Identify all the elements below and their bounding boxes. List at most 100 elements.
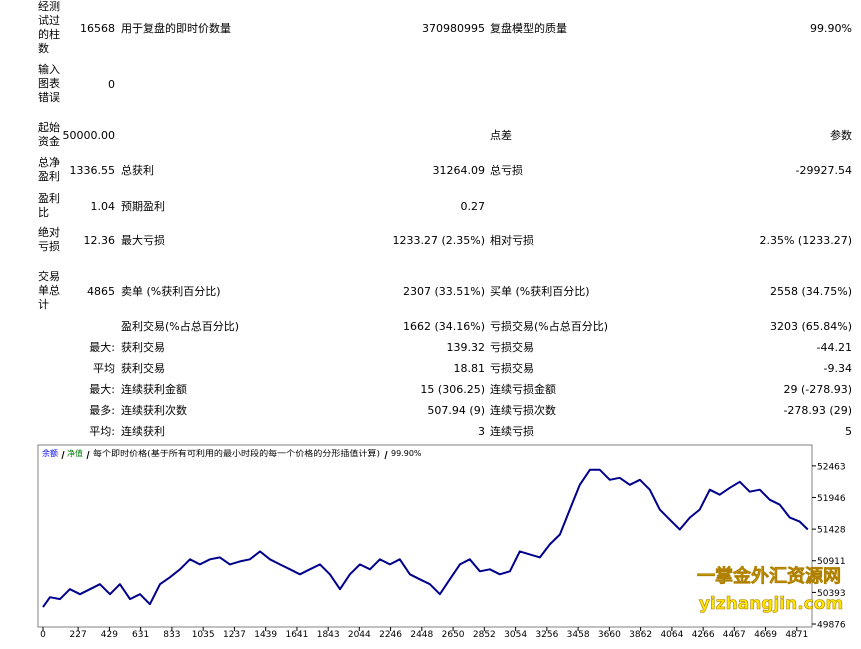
- field-value: 2307 (33.51%): [402, 284, 485, 298]
- field-label: 亏损交易: [490, 362, 534, 375]
- x-tick-label: 4467: [723, 630, 746, 640]
- chart-frame: [37, 444, 813, 628]
- x-tick-label: 1237: [223, 630, 246, 640]
- x-tick-label: 2650: [442, 630, 465, 640]
- legend-item: 余额: [42, 448, 58, 458]
- field-label: 连续亏损: [490, 425, 534, 438]
- field-value: 2.35% (1233.27): [759, 233, 852, 247]
- field-value: -29927.54: [795, 163, 852, 177]
- y-tick-label: 50911: [817, 557, 846, 567]
- field-label: 盈利交易(%占总百分比): [121, 320, 240, 333]
- field-value: 2558 (34.75%): [769, 284, 852, 298]
- x-tick-label: 429: [101, 630, 118, 640]
- field-value: 1233.27 (2.35%): [392, 233, 485, 247]
- x-tick-label: 227: [70, 630, 87, 640]
- separator: [61, 450, 65, 460]
- y-tick-label: 50393: [817, 589, 846, 599]
- x-tick-label: 1035: [192, 630, 215, 640]
- row-label: 交易单总计: [38, 270, 60, 311]
- field-label: 连续获利次数: [121, 404, 187, 417]
- x-tick-label: 2246: [379, 630, 402, 640]
- field-value: 99.90%: [810, 21, 852, 35]
- x-tick-label: 2044: [348, 630, 371, 640]
- y-tick-label: 51428: [817, 526, 846, 536]
- row-value: 最多:: [89, 404, 115, 417]
- field-value: -9.34: [823, 361, 852, 375]
- field-value: 3: [478, 424, 485, 438]
- field-label: 连续亏损金额: [490, 383, 556, 396]
- field-label: 获利交易: [121, 341, 165, 354]
- x-tick-label: 1439: [254, 630, 277, 640]
- field-value: 15 (306.25): [420, 382, 485, 396]
- row-value: 1336.55: [69, 163, 116, 177]
- x-tick-label: 4064: [660, 630, 683, 640]
- field-value: 507.94 (9): [427, 403, 485, 417]
- field-label: 连续获利: [121, 425, 165, 438]
- field-label: 复盘模型的质量: [490, 22, 567, 35]
- field-label: 预期盈利: [121, 200, 165, 213]
- row-value: 最大:: [89, 341, 115, 354]
- row-value: 12.36: [83, 233, 116, 247]
- y-tick-label: 49876: [817, 621, 846, 631]
- row-value: 16568: [80, 21, 115, 35]
- row-value: 平均: [93, 362, 115, 375]
- x-tick-label: 3054: [504, 630, 527, 640]
- field-value: 3203 (65.84%): [769, 319, 852, 333]
- x-tick-label: 3458: [567, 630, 590, 640]
- x-tick-label: 3660: [598, 630, 621, 640]
- x-tick-label: 0: [40, 630, 46, 640]
- watermark-title: 一掌金外汇资源网: [697, 565, 841, 587]
- field-value: 31264.09: [432, 163, 486, 177]
- equity-line: [42, 468, 809, 608]
- field-value: 参数: [830, 129, 852, 142]
- field-label: 点差: [490, 129, 512, 142]
- row-label: 绝对亏损: [38, 226, 60, 253]
- field-value: 29 (-278.93): [783, 382, 852, 396]
- field-label: 总获利: [121, 164, 154, 177]
- x-tick-label: 3256: [535, 630, 558, 640]
- field-label: 最大亏损: [121, 234, 165, 247]
- field-label: 卖单 (%获利百分比): [121, 285, 221, 298]
- row-value: 最大:: [89, 383, 115, 396]
- row-value: 4865: [87, 284, 115, 298]
- row-label: 盈利比: [38, 192, 60, 219]
- x-tick-label: 833: [163, 630, 180, 640]
- x-tick-label: 2852: [473, 630, 496, 640]
- row-label: 输入图表错误: [38, 63, 60, 104]
- row-label: 经测试过的柱数: [38, 0, 60, 55]
- y-tick-label: 51946: [817, 494, 846, 504]
- x-tick-label: 4266: [692, 630, 715, 640]
- x-tick-label: 3862: [629, 630, 652, 640]
- x-tick-label: 1843: [317, 630, 340, 640]
- x-tick-label: 2448: [410, 630, 433, 640]
- separator: [86, 450, 90, 460]
- x-tick-label: 4669: [754, 630, 777, 640]
- chart-header: 每个即时价格(基于所有可利用的最小时段的每一个价格的分形插值计算): [93, 448, 380, 458]
- field-label: 获利交易: [121, 362, 165, 375]
- x-tick-label: 631: [132, 630, 149, 640]
- field-label: 相对亏损: [490, 234, 534, 247]
- field-label: 连续获利金额: [121, 383, 187, 396]
- row-value: 50000.00: [62, 128, 116, 142]
- x-tick-label: 4871: [785, 630, 808, 640]
- field-value: 18.81: [453, 361, 486, 375]
- legend-item: 净值: [67, 448, 83, 458]
- row-value: 1.04: [90, 199, 116, 213]
- watermark-url: yizhangjin.com: [699, 594, 843, 614]
- field-value: -278.93 (29): [783, 403, 852, 417]
- field-label: 用于复盘的即时价数量: [121, 22, 231, 35]
- row-label: 总净盈利: [38, 156, 60, 183]
- separator: [384, 450, 388, 460]
- field-label: 亏损交易(%占总百分比): [490, 320, 609, 333]
- field-value: 370980995: [422, 21, 485, 35]
- field-value: 1662 (34.16%): [402, 319, 485, 333]
- y-tick-label: 52463: [817, 462, 846, 472]
- row-label: 起始资金: [38, 121, 60, 148]
- field-label: 亏损交易: [490, 341, 534, 354]
- model-quality: 99.90%: [391, 449, 422, 458]
- field-value: 0.27: [460, 199, 486, 213]
- field-value: 139.32: [446, 340, 486, 354]
- field-label: 总亏损: [490, 164, 523, 177]
